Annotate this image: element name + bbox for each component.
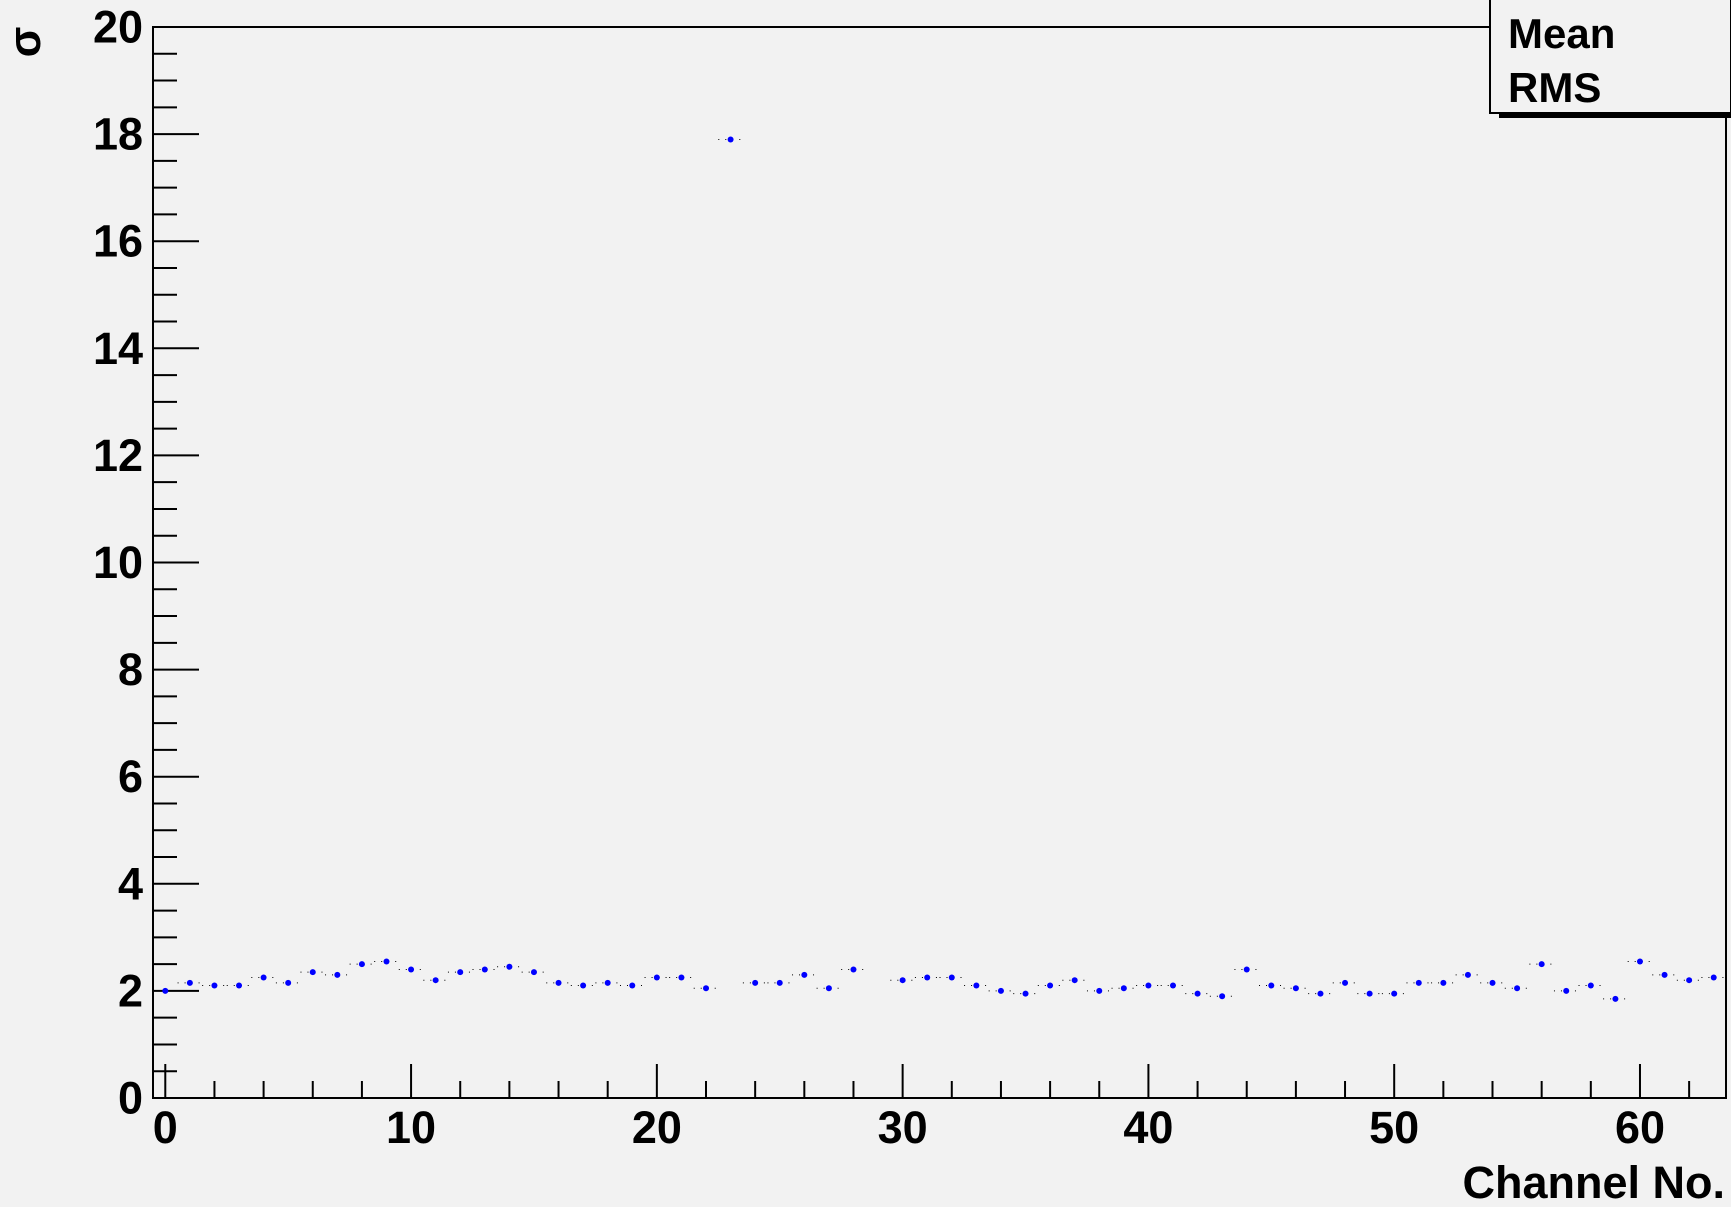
y-tick-label: 16: [93, 216, 143, 267]
y-axis: 0 2 4 6 8 10 12 14 16 18 20: [93, 2, 199, 1124]
data-point: [825, 985, 832, 992]
data-point: [1514, 985, 1521, 992]
y-tick-label: 20: [93, 2, 143, 53]
data-point: [1661, 971, 1668, 978]
x-tick-label: 0: [153, 1102, 178, 1153]
data-point: [1587, 982, 1594, 989]
data-point: [1317, 990, 1324, 997]
data-point: [211, 982, 218, 989]
data-point: [1612, 995, 1619, 1002]
x-tick-label: 20: [632, 1102, 682, 1153]
data-point: [334, 971, 341, 978]
data-point: [653, 974, 660, 981]
data-point: [973, 982, 980, 989]
y-tick-label: 10: [93, 537, 143, 588]
data-point: [1440, 979, 1447, 986]
y-tick-label: 8: [118, 644, 143, 695]
data-point: [1464, 971, 1471, 978]
data-point: [432, 977, 439, 984]
data-point: [358, 961, 365, 968]
data-point: [629, 982, 636, 989]
data-point: [1219, 993, 1226, 1000]
x-tick-label: 50: [1369, 1102, 1419, 1153]
data-point: [186, 979, 193, 986]
data-point: [801, 971, 808, 978]
data-point: [260, 974, 267, 981]
data-point: [924, 974, 931, 981]
y-tick-label: 2: [118, 965, 143, 1016]
data-point: [1342, 979, 1349, 986]
data-point: [1563, 987, 1570, 994]
data-point: [457, 969, 464, 976]
data-point: [1415, 979, 1422, 986]
data-point: [1489, 979, 1496, 986]
data-point: [703, 985, 710, 992]
data-point: [1243, 966, 1250, 973]
x-tick-label: 30: [878, 1102, 928, 1153]
data-points: [153, 136, 1726, 1002]
y-tick-label: 0: [118, 1073, 143, 1124]
data-point: [236, 982, 243, 989]
x-axis: 0 10 20 30 40 50 60: [153, 1064, 1691, 1153]
data-point: [752, 979, 759, 986]
data-point: [1636, 958, 1643, 965]
y-tick-label: 18: [93, 109, 143, 160]
data-point: [1022, 990, 1029, 997]
data-point: [899, 977, 906, 984]
data-point: [1391, 990, 1398, 997]
plot-frame: [152, 26, 1727, 1099]
x-axis-title: Channel No.: [1462, 1157, 1725, 1207]
data-point: [1686, 977, 1693, 984]
data-point: [580, 982, 587, 989]
data-point: [997, 987, 1004, 994]
stats-box: Mean RMS: [1489, 0, 1731, 118]
data-point: [948, 974, 955, 981]
data-point: [162, 987, 169, 994]
x-tick-label: 10: [386, 1102, 436, 1153]
data-point: [1366, 990, 1373, 997]
data-point: [383, 958, 390, 965]
y-tick-label: 4: [118, 858, 143, 909]
data-point: [1169, 982, 1176, 989]
data-point: [1292, 985, 1299, 992]
y-axis-title: σ: [0, 27, 50, 58]
data-point: [1096, 987, 1103, 994]
data-point: [309, 969, 316, 976]
data-point: [1145, 982, 1152, 989]
data-point: [1120, 985, 1127, 992]
data-point: [408, 966, 415, 973]
data-point: [1268, 982, 1275, 989]
data-point: [1710, 974, 1717, 981]
data-point: [1071, 977, 1078, 984]
data-point: [776, 979, 783, 986]
x-tick-label: 60: [1615, 1102, 1665, 1153]
data-point: [530, 969, 537, 976]
data-point: [1538, 961, 1545, 968]
stats-label-rms: RMS: [1508, 64, 1601, 111]
y-tick-label: 6: [118, 751, 143, 802]
data-point: [555, 979, 562, 986]
data-point: [506, 963, 513, 970]
data-point: [1194, 990, 1201, 997]
y-tick-label: 14: [93, 323, 143, 374]
stats-box-frame: [1489, 0, 1731, 114]
data-point: [850, 966, 857, 973]
data-point: [285, 979, 292, 986]
data-point: [1047, 982, 1054, 989]
data-point: [678, 974, 685, 981]
data-point: [481, 966, 488, 973]
y-tick-label: 12: [93, 430, 143, 481]
x-tick-label: 40: [1123, 1102, 1173, 1153]
data-point: [727, 136, 734, 143]
stats-label-mean: Mean: [1508, 10, 1615, 57]
data-point: [604, 979, 611, 986]
